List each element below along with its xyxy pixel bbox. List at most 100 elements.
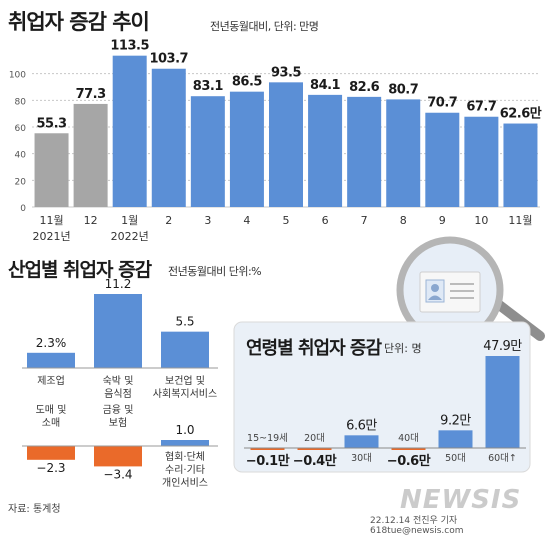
data-label: 82.6 <box>349 80 380 95</box>
data-label: −0.1만 <box>246 453 290 469</box>
bar <box>190 96 225 207</box>
data-label: 62.6만 <box>500 106 542 122</box>
y-tick-label: 60 <box>15 124 27 134</box>
x-tick-label: 9 <box>439 214 446 227</box>
data-label: 86.5 <box>232 75 263 90</box>
industry-chart-subtitle: 전년동월대비 단위:% <box>168 265 262 278</box>
category-label: 숙박 및 <box>103 375 134 387</box>
bar <box>73 103 108 207</box>
data-label: 2.3% <box>36 336 67 350</box>
bar <box>269 82 303 207</box>
category-label: 20대 <box>304 433 325 444</box>
data-label: 83.1 <box>193 79 224 94</box>
data-label: 6.6만 <box>346 418 377 433</box>
data-label: −3.4 <box>103 467 132 481</box>
category-label: 음식점 <box>104 388 132 400</box>
x-tick-label: 11월 <box>508 214 532 227</box>
data-label: −0.4만 <box>293 453 337 469</box>
y-tick-label: 40 <box>15 151 27 161</box>
data-label: 11.2 <box>105 277 132 291</box>
x-year-label: 2022년 <box>111 230 149 243</box>
category-label: 15~19세 <box>247 433 288 444</box>
y-tick-label: 20 <box>15 177 27 187</box>
data-label: 70.7 <box>427 96 458 111</box>
category-label: 60대↑ <box>488 453 517 464</box>
category-label: 보건업 및 <box>165 374 205 387</box>
bar <box>347 96 382 207</box>
y-tick-label: 80 <box>15 97 27 107</box>
category-label: 사회복지서비스 <box>153 388 217 400</box>
x-tick-label: 11월 <box>39 214 63 227</box>
x-tick-label: 12 <box>84 214 98 227</box>
age-chart-title: 연령별 취업자 증감 <box>246 338 382 359</box>
source-note: 자료: 통계청 <box>8 504 61 515</box>
bar <box>94 446 142 467</box>
data-label: −2.3 <box>36 461 65 475</box>
chart-title: 취업자 증감 추이 <box>8 10 150 34</box>
bar <box>161 440 209 446</box>
x-year-label: 2021년 <box>32 230 70 243</box>
bar <box>344 435 379 448</box>
category-label: 제조업 <box>37 374 65 387</box>
category-label: 협회·단체 <box>165 450 205 463</box>
age-chart: 15~19세 −0.1만 20대 −0.4만 6.6만 30대 40대 −0.6만 9.2만 50… <box>233 321 531 473</box>
category-label: 보험 <box>109 417 127 429</box>
data-label: 93.5 <box>271 65 302 80</box>
data-label: 67.7 <box>466 100 497 115</box>
credit-note: 22.12.14 전진우 기자 618tue@newsis.com <box>370 516 464 536</box>
magnifier-handle <box>493 299 545 341</box>
data-label: 113.5 <box>110 39 149 54</box>
person-body-icon <box>428 295 442 300</box>
category-label: 수리·기타 <box>165 464 205 476</box>
bar <box>161 331 209 368</box>
x-tick-label: 3 <box>204 214 211 227</box>
chart-subtitle: 전년동월대비, 단위: 만명 <box>210 20 319 33</box>
y-tick-label: 100 <box>9 71 26 81</box>
bar <box>151 68 186 207</box>
person-icon <box>431 284 439 292</box>
category-label: 금융 및 <box>103 404 134 416</box>
category-label: 소매 <box>42 417 60 429</box>
category-label: 40대 <box>398 433 419 444</box>
monthly-employment-chart: 0 20 40 60 80 100 55.3 11월 2021년 77.3 12 113.5 1월 202… <box>9 39 542 243</box>
category-label: 30대 <box>351 453 372 464</box>
bar <box>386 99 421 207</box>
category-label: 도매 및 <box>36 404 67 416</box>
age-chart-subtitle: 단위: 명 <box>384 342 422 355</box>
data-label: 80.7 <box>388 82 419 97</box>
data-label: 5.5 <box>175 315 194 329</box>
category-label: 50대 <box>445 453 466 464</box>
bar <box>485 356 520 448</box>
data-label: 9.2만 <box>440 413 471 428</box>
bar <box>229 91 264 207</box>
bar <box>250 448 285 450</box>
x-tick-label: 2 <box>165 214 172 227</box>
industry-chart-title: 산업별 취업자 증감 <box>8 259 152 281</box>
x-tick-label: 7 <box>361 214 368 227</box>
data-label: 84.1 <box>310 78 341 93</box>
bar <box>438 430 473 448</box>
bar <box>425 112 460 207</box>
bar <box>27 352 75 368</box>
x-tick-label: 5 <box>283 214 290 227</box>
data-label: 1.0 <box>175 423 194 437</box>
bar <box>27 446 75 460</box>
bar <box>34 133 69 207</box>
x-tick-label: 1월 <box>121 214 138 227</box>
data-label: 47.9만 <box>483 339 522 354</box>
bar <box>94 294 142 368</box>
bar <box>391 448 426 450</box>
data-label: 103.7 <box>149 52 188 67</box>
bar <box>297 448 332 450</box>
bar <box>112 55 147 207</box>
x-tick-label: 6 <box>322 214 329 227</box>
bar <box>464 116 499 207</box>
data-label: 77.3 <box>76 87 107 102</box>
bar <box>308 94 343 207</box>
category-label: 개인서비스 <box>162 477 208 489</box>
y-tick-label: 0 <box>20 204 26 214</box>
x-tick-label: 4 <box>243 214 250 227</box>
watermark-logo: NEWSIS <box>400 485 522 515</box>
